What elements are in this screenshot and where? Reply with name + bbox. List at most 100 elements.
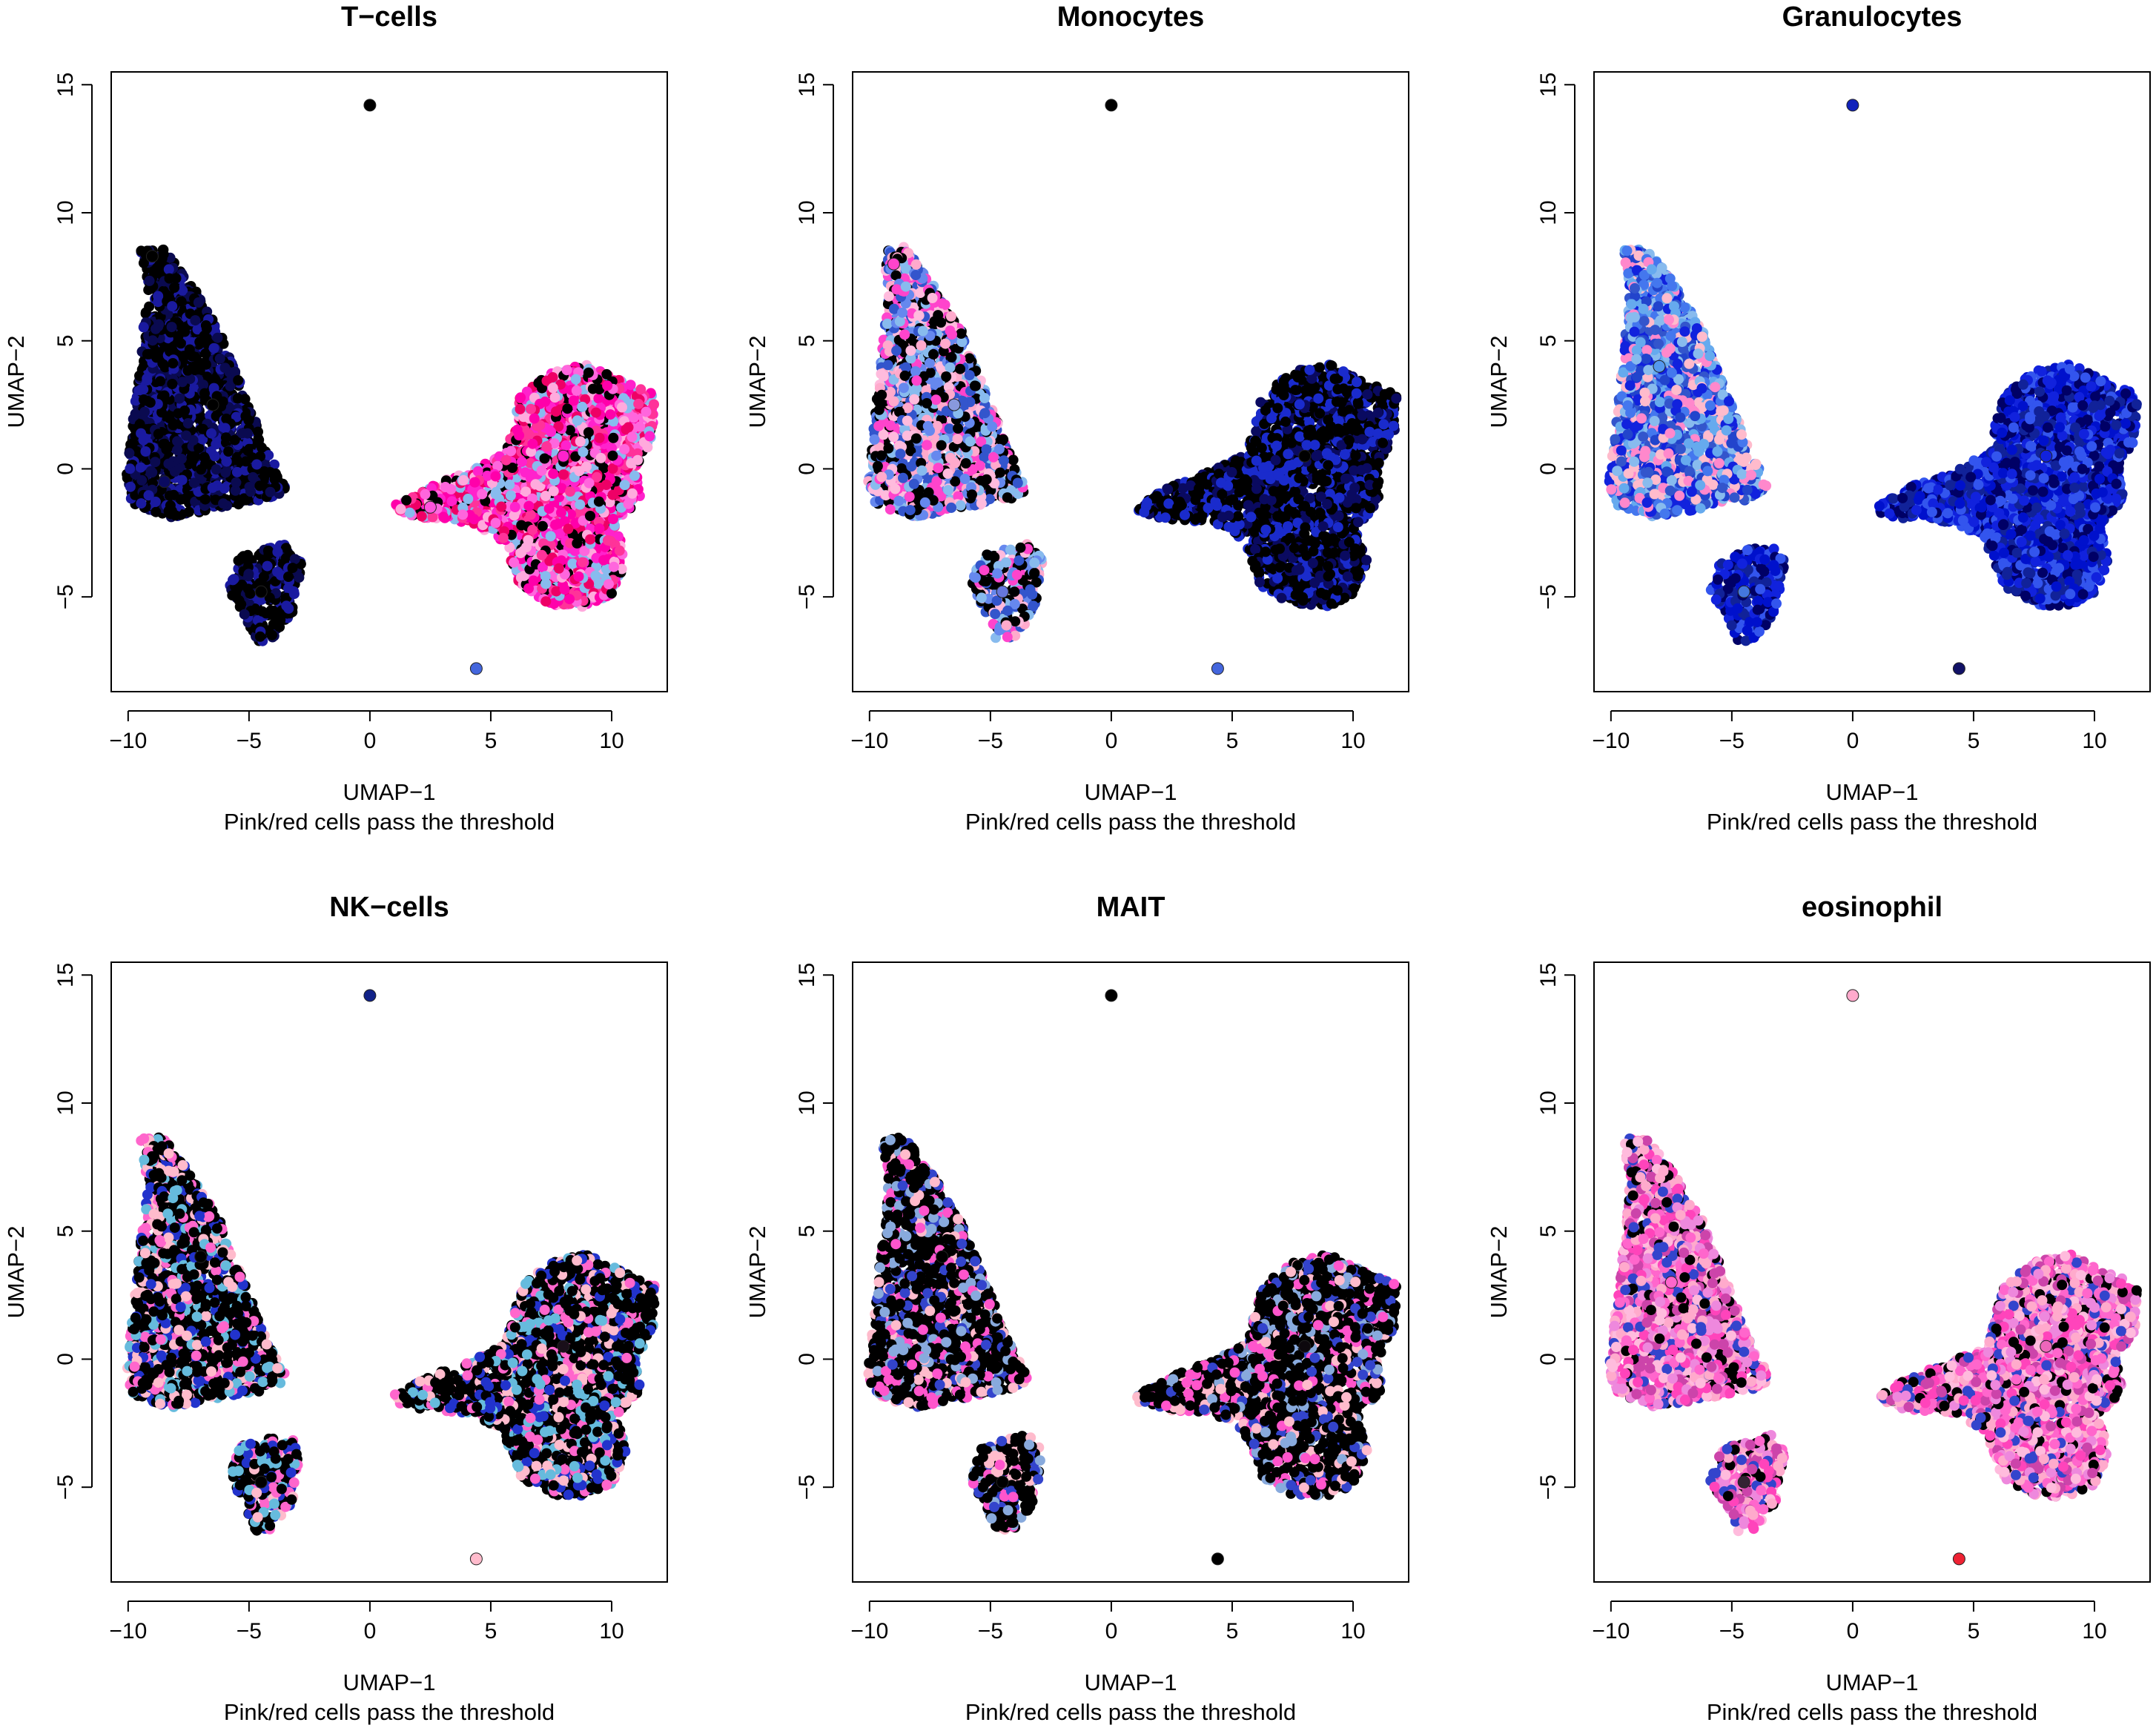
cell-point	[143, 490, 154, 501]
cell-point	[193, 297, 204, 308]
cell-point	[163, 264, 174, 275]
cell-point	[491, 486, 502, 497]
cell-point	[281, 600, 292, 612]
cell-point	[231, 454, 242, 466]
cell-point	[604, 579, 614, 590]
cell-point	[548, 469, 559, 480]
cell-point	[262, 560, 273, 572]
cell-point	[526, 403, 536, 414]
cell-point	[583, 427, 594, 438]
cell-point	[135, 384, 146, 395]
cell-point	[140, 307, 151, 318]
cell-point	[265, 486, 276, 497]
cell-point	[549, 392, 561, 403]
cell-point	[164, 490, 175, 501]
cell-point	[520, 542, 532, 553]
cell-point	[590, 570, 601, 581]
cell-point	[577, 401, 588, 412]
cell-point	[183, 349, 194, 360]
cell-point	[153, 428, 164, 440]
cell-point	[529, 413, 540, 424]
cell-point	[523, 583, 534, 594]
cell-point	[509, 557, 520, 568]
cell-point	[257, 442, 267, 453]
cell-point	[145, 466, 156, 477]
cell-point	[253, 426, 263, 437]
cell-point	[244, 482, 255, 492]
cell-point	[151, 352, 162, 363]
cell-point	[509, 502, 520, 512]
cluster-point-7	[363, 99, 377, 112]
cell-point	[477, 489, 488, 500]
cell-point	[272, 566, 283, 577]
cell-point	[183, 506, 194, 517]
cell-point	[537, 520, 548, 532]
cell-point	[516, 520, 527, 531]
cell-point	[138, 322, 149, 333]
cell-point	[527, 524, 538, 535]
cell-point	[649, 399, 659, 410]
cell-point	[172, 436, 183, 447]
scatter-points	[863, 99, 1402, 675]
cell-point	[559, 584, 570, 595]
cell-point	[563, 523, 574, 534]
cell-point	[500, 454, 512, 466]
cell-point	[238, 551, 249, 562]
cell-point	[608, 432, 619, 443]
cell-point	[619, 444, 630, 454]
cell-point	[151, 506, 162, 517]
cluster-point-1	[145, 250, 159, 263]
cell-point	[179, 405, 191, 416]
cell-point	[176, 474, 188, 486]
cell-point	[139, 406, 150, 417]
cell-point	[512, 424, 523, 435]
cluster-point-6	[423, 500, 437, 514]
cell-point	[206, 428, 216, 439]
cell-point	[231, 466, 242, 477]
cell-point	[208, 342, 219, 354]
x-tick-label: −10	[109, 729, 147, 753]
cell-point	[578, 446, 589, 457]
cell-point	[164, 273, 175, 284]
cell-point	[125, 481, 136, 492]
cell-point	[515, 403, 526, 414]
panel-title: T−cells	[341, 1, 437, 33]
cell-point	[138, 434, 149, 446]
cell-point	[199, 451, 210, 463]
cell-point	[540, 596, 552, 607]
scatter-points	[122, 99, 659, 675]
cell-point	[223, 446, 234, 457]
cell-point	[147, 335, 158, 346]
cell-point	[270, 468, 281, 479]
cell-point	[243, 569, 254, 580]
cell-point	[194, 337, 205, 348]
cell-point	[602, 534, 613, 546]
cell-point	[245, 588, 256, 599]
cell-point	[188, 477, 199, 489]
cell-point	[239, 609, 250, 620]
cell-point	[135, 462, 146, 473]
cell-point	[124, 448, 135, 459]
cell-point	[598, 555, 609, 566]
cell-point	[168, 358, 179, 368]
cell-point	[547, 383, 558, 394]
cell-point	[219, 363, 231, 374]
cell-point	[551, 406, 561, 417]
cell-point	[254, 631, 265, 642]
cell-point	[614, 545, 625, 556]
cell-point	[457, 509, 469, 520]
cell-point	[283, 572, 294, 582]
cell-point	[251, 459, 262, 470]
cell-point	[561, 440, 572, 451]
cell-point	[523, 500, 535, 512]
cell-point	[575, 436, 586, 447]
cell-point	[221, 456, 232, 467]
cell-point	[595, 452, 606, 463]
cell-point	[585, 534, 595, 545]
cell-point	[593, 393, 604, 404]
cell-point	[219, 423, 231, 434]
cell-point	[540, 571, 551, 582]
cell-point	[199, 494, 211, 505]
